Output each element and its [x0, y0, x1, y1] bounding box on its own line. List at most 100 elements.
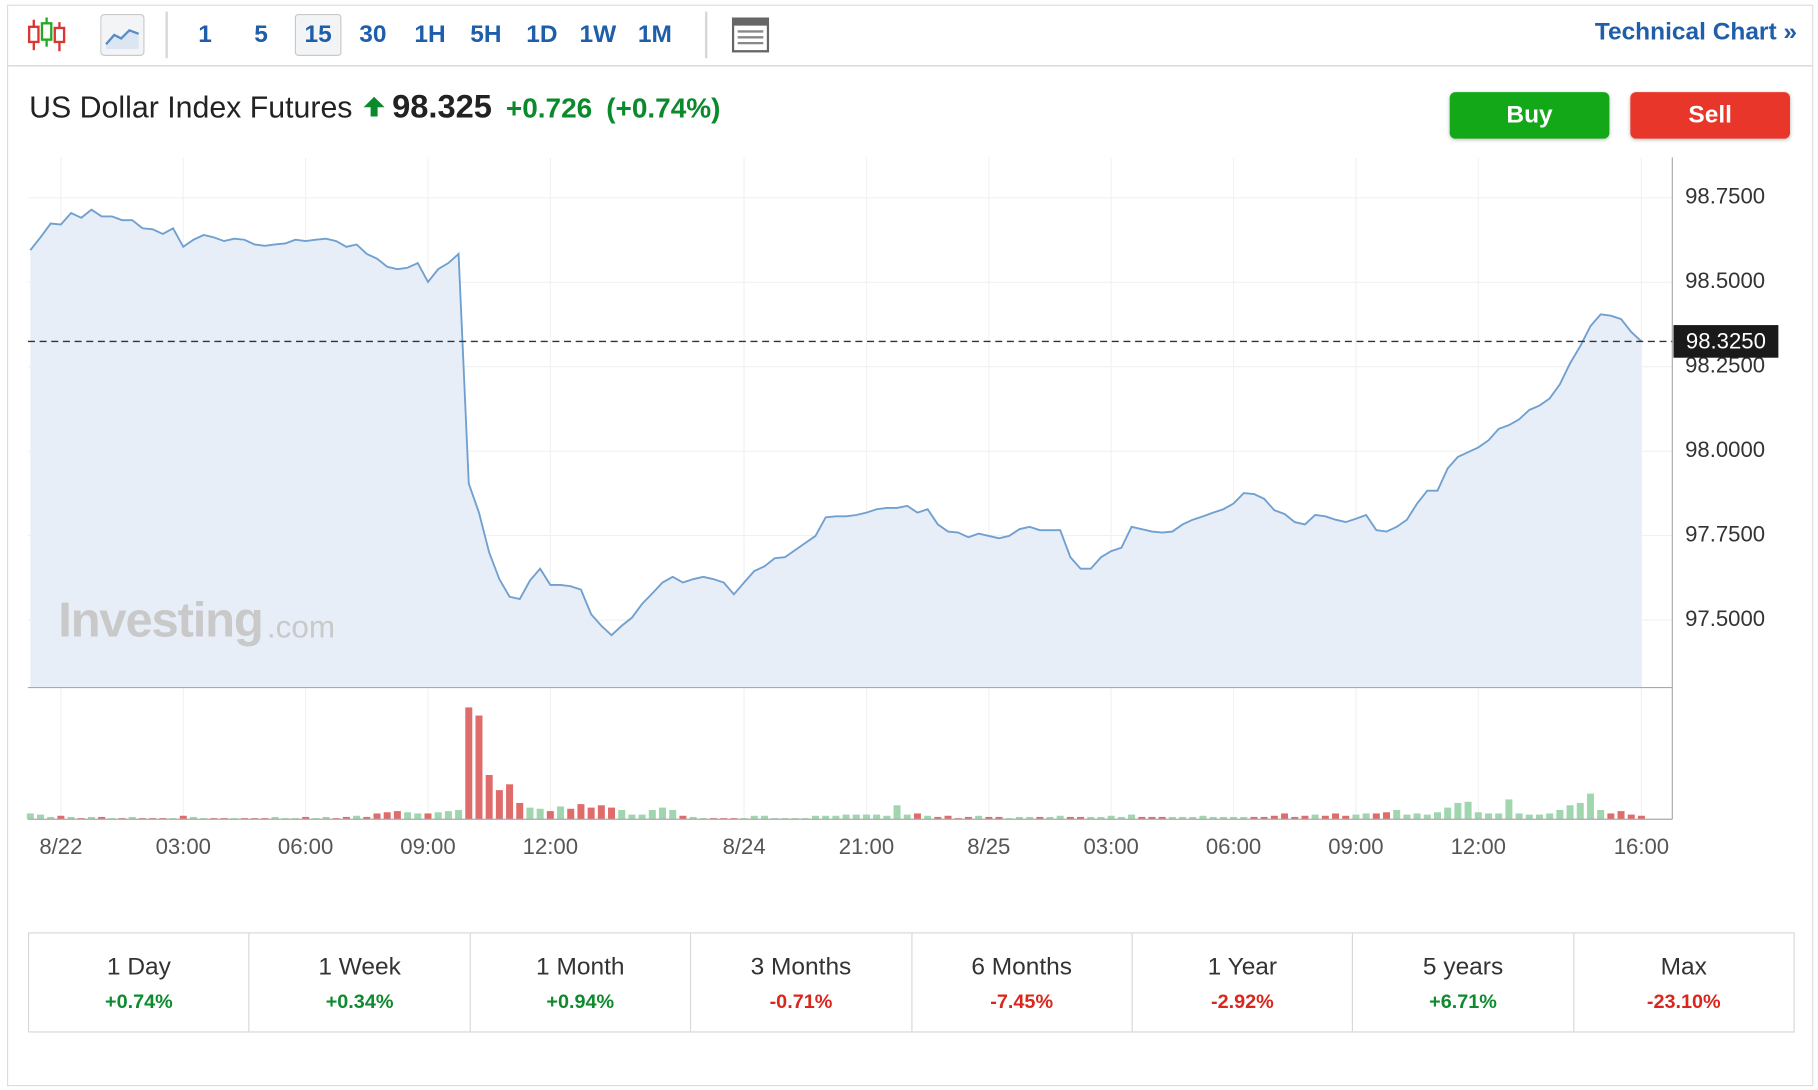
- volume-bar: [1556, 809, 1564, 820]
- table-icon[interactable]: [731, 17, 770, 53]
- interval-button[interactable]: 1M: [637, 20, 672, 48]
- volume-bar: [1301, 815, 1309, 820]
- technical-chart-link[interactable]: Technical Chart »: [1594, 18, 1798, 46]
- volume-bar: [128, 816, 136, 820]
- last-price: 98.325: [392, 88, 492, 125]
- performance-cell[interactable]: Max -23.10%: [1574, 933, 1794, 1031]
- frame: [6, 4, 1814, 1087]
- volume-bar: [1525, 814, 1533, 820]
- volume-bar: [189, 816, 197, 820]
- x-tick-label: 16:00: [1614, 834, 1669, 859]
- volume-bar: [1066, 816, 1074, 820]
- period-label: 5 years: [1422, 953, 1504, 981]
- volume-bar: [1393, 809, 1401, 820]
- volume-bar: [913, 813, 921, 820]
- volume-bar: [1403, 814, 1411, 820]
- volume-bar: [1056, 815, 1064, 820]
- performance-cell[interactable]: 1 Month +0.94%: [471, 933, 692, 1032]
- volume-bar: [1372, 813, 1380, 820]
- price-change: +0.726: [505, 93, 593, 125]
- volume-bar: [342, 816, 350, 820]
- performance-cell[interactable]: 6 Months -7.45%: [912, 933, 1133, 1032]
- volume-bar: [893, 805, 901, 820]
- x-tick-label: 09:00: [1328, 834, 1383, 859]
- volume-bar: [383, 812, 391, 820]
- volume-bar: [1362, 813, 1370, 820]
- volume-bar: [495, 790, 503, 820]
- volume-bar: [1189, 816, 1197, 820]
- volume-bar: [1474, 812, 1482, 820]
- y-tick-label: 98.0000: [1685, 437, 1765, 462]
- performance-cell[interactable]: 3 Months -0.71%: [691, 933, 912, 1032]
- volume-bar: [985, 816, 993, 820]
- volume-bar: [465, 707, 473, 820]
- performance-cell[interactable]: 1 Day +0.74%: [29, 933, 250, 1032]
- volume-bar: [1383, 812, 1391, 820]
- x-tick-label: 12:00: [523, 834, 578, 859]
- volume-bar: [506, 784, 514, 820]
- candle-icon[interactable]: [26, 16, 68, 53]
- volume-bar: [1230, 816, 1238, 820]
- volume-bar: [832, 815, 840, 820]
- separator: [705, 11, 708, 59]
- interval-button[interactable]: 30: [359, 20, 387, 48]
- volume-bar: [1311, 814, 1319, 820]
- area-icon[interactable]: [100, 13, 145, 56]
- volume-bar: [852, 814, 860, 820]
- volume-bar: [1015, 816, 1023, 820]
- performance-cell[interactable]: 5 years +6.71%: [1353, 933, 1574, 1032]
- volume-bar: [964, 816, 972, 820]
- period-change: -23.10%: [1646, 990, 1721, 1013]
- volume-bar: [1260, 816, 1268, 820]
- performance-cell[interactable]: 1 Week +0.34%: [250, 933, 471, 1032]
- instrument-title: US Dollar Index Futures: [29, 89, 353, 125]
- volume-bar: [98, 816, 106, 820]
- up-arrow: [364, 96, 386, 117]
- instrument-header: US Dollar Index Futures 98.325 +0.726 (+…: [29, 89, 720, 126]
- volume-bar: [1168, 816, 1176, 820]
- sell-button[interactable]: Sell: [1630, 92, 1791, 139]
- performance-cell[interactable]: 1 Year -2.92%: [1133, 933, 1354, 1032]
- volume-bar: [1607, 813, 1615, 820]
- buy-button[interactable]: Buy: [1449, 92, 1610, 139]
- last-price-label: 98.3250: [1686, 328, 1766, 353]
- volume-bar: [1546, 813, 1554, 820]
- volume-bar: [322, 816, 330, 820]
- interval-button[interactable]: 5H: [470, 20, 502, 48]
- period-label: 1 Month: [536, 953, 625, 981]
- volume-bar: [1484, 813, 1492, 820]
- x-tick-label: 12:00: [1451, 834, 1506, 859]
- volume-bar: [577, 804, 585, 820]
- volume-bar: [1199, 815, 1207, 820]
- volume-bar: [1454, 802, 1462, 820]
- volume-bar: [1179, 816, 1187, 820]
- volume-bar: [862, 814, 870, 820]
- volume-bar: [1046, 816, 1054, 820]
- volume-bar: [1077, 816, 1085, 820]
- interval-button[interactable]: 1D: [526, 20, 558, 48]
- volume-bar: [1270, 815, 1278, 820]
- x-tick-label: 8/22: [39, 834, 82, 859]
- interval-button[interactable]: 5: [254, 20, 268, 48]
- interval-button[interactable]: 1: [198, 20, 212, 48]
- volume-bar: [37, 814, 44, 820]
- volume-bar: [1342, 815, 1350, 820]
- interval-button[interactable]: 1H: [414, 20, 446, 48]
- volume-bar: [1627, 814, 1635, 820]
- interval-button[interactable]: 15: [294, 13, 342, 56]
- period-change: -2.92%: [1210, 990, 1274, 1013]
- volume-bar: [536, 808, 544, 820]
- volume-bar: [1515, 813, 1523, 820]
- volume-bar: [26, 813, 34, 820]
- period-label: 1 Year: [1207, 953, 1278, 981]
- volume-bar: [628, 814, 636, 820]
- volume-bar: [822, 815, 830, 820]
- period-label: 1 Week: [318, 953, 401, 981]
- interval-button[interactable]: 1W: [579, 20, 617, 48]
- period-change: +0.74%: [105, 990, 173, 1013]
- volume-bar: [271, 816, 279, 820]
- area-fill: [30, 209, 1642, 688]
- toolbar-border: [8, 65, 1813, 67]
- y-tick-label: 97.7500: [1685, 521, 1765, 546]
- volume-bar: [47, 816, 55, 820]
